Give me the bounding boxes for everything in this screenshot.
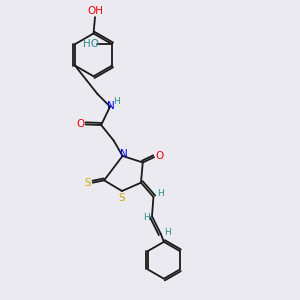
Text: OH: OH: [87, 6, 103, 16]
Text: H: H: [164, 228, 171, 237]
Text: S: S: [118, 193, 125, 202]
Text: H: H: [143, 213, 149, 222]
Text: H: H: [157, 190, 164, 199]
Text: O: O: [76, 119, 85, 129]
Text: S: S: [84, 178, 91, 188]
Text: O: O: [155, 151, 164, 160]
Text: H: H: [113, 97, 120, 106]
Text: HO: HO: [83, 39, 99, 49]
Text: N: N: [120, 149, 128, 160]
Text: N: N: [107, 101, 115, 111]
